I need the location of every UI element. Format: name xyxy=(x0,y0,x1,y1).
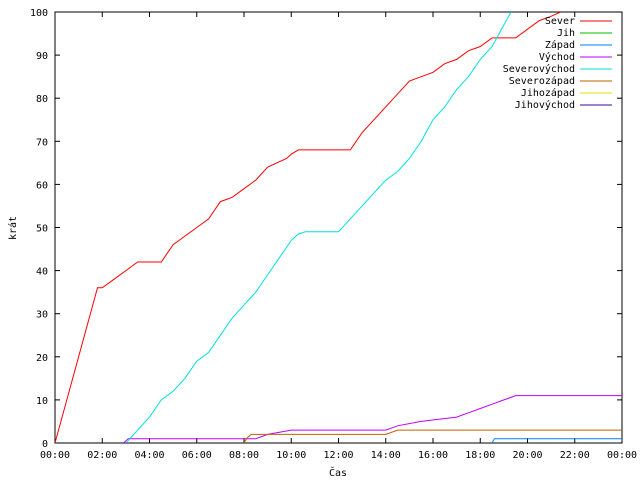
y-tick-label: 30 xyxy=(36,310,48,321)
y-tick-label: 20 xyxy=(36,353,48,364)
series-lines xyxy=(55,12,622,443)
series-line-východ xyxy=(123,395,622,443)
series-line-severovýchod xyxy=(125,12,512,443)
y-axis-label: krát xyxy=(7,216,19,240)
legend-label: Jih xyxy=(557,28,575,39)
legend-label: Západ xyxy=(545,39,575,51)
series-line-západ xyxy=(491,438,622,443)
x-tick-label: 22:00 xyxy=(560,450,590,461)
series-line-severozápad xyxy=(243,429,622,443)
x-tick-label: 20:00 xyxy=(512,450,542,461)
y-tick-label: 100 xyxy=(30,8,48,19)
y-tick-label: 10 xyxy=(36,396,48,407)
x-tick-label: 10:00 xyxy=(276,450,306,461)
x-tick-label: 18:00 xyxy=(465,450,495,461)
y-tick-label: 80 xyxy=(36,94,48,105)
x-tick-label: 14:00 xyxy=(371,450,401,461)
y-tick-label: 60 xyxy=(36,180,48,191)
x-axis-label: Čas xyxy=(329,466,347,479)
x-tick-label: 06:00 xyxy=(182,450,212,461)
y-tick-label: 40 xyxy=(36,267,48,278)
x-tick-label: 08:00 xyxy=(229,450,259,461)
legend: SeverJihZápadVýchodSeverovýchodSeverozáp… xyxy=(503,16,612,111)
x-tick-label: 00:00 xyxy=(607,450,637,461)
series-line-sever xyxy=(55,12,561,443)
y-tick-label: 70 xyxy=(36,137,48,148)
x-tick-label: 02:00 xyxy=(87,450,117,461)
axis-ticks: 00:00 02:00 04:00 06:00 08:00 10:00 12:00 14:00… xyxy=(30,8,637,461)
legend-label: Sever xyxy=(545,16,575,27)
y-tick-label: 90 xyxy=(36,51,48,62)
legend-label: Východ xyxy=(539,51,575,63)
y-tick-label: 0 xyxy=(42,439,48,450)
legend-label: Severovýchod xyxy=(503,63,575,75)
x-tick-label: 00:00 xyxy=(40,450,70,461)
x-tick-label: 16:00 xyxy=(418,450,448,461)
legend-label: Jihovýchod xyxy=(515,99,575,111)
x-tick-label: 12:00 xyxy=(323,450,353,461)
y-tick-label: 50 xyxy=(36,224,48,235)
x-tick-label: 04:00 xyxy=(134,450,164,461)
legend-label: Jihozápad xyxy=(521,87,575,99)
legend-label: Severozápad xyxy=(509,75,575,87)
